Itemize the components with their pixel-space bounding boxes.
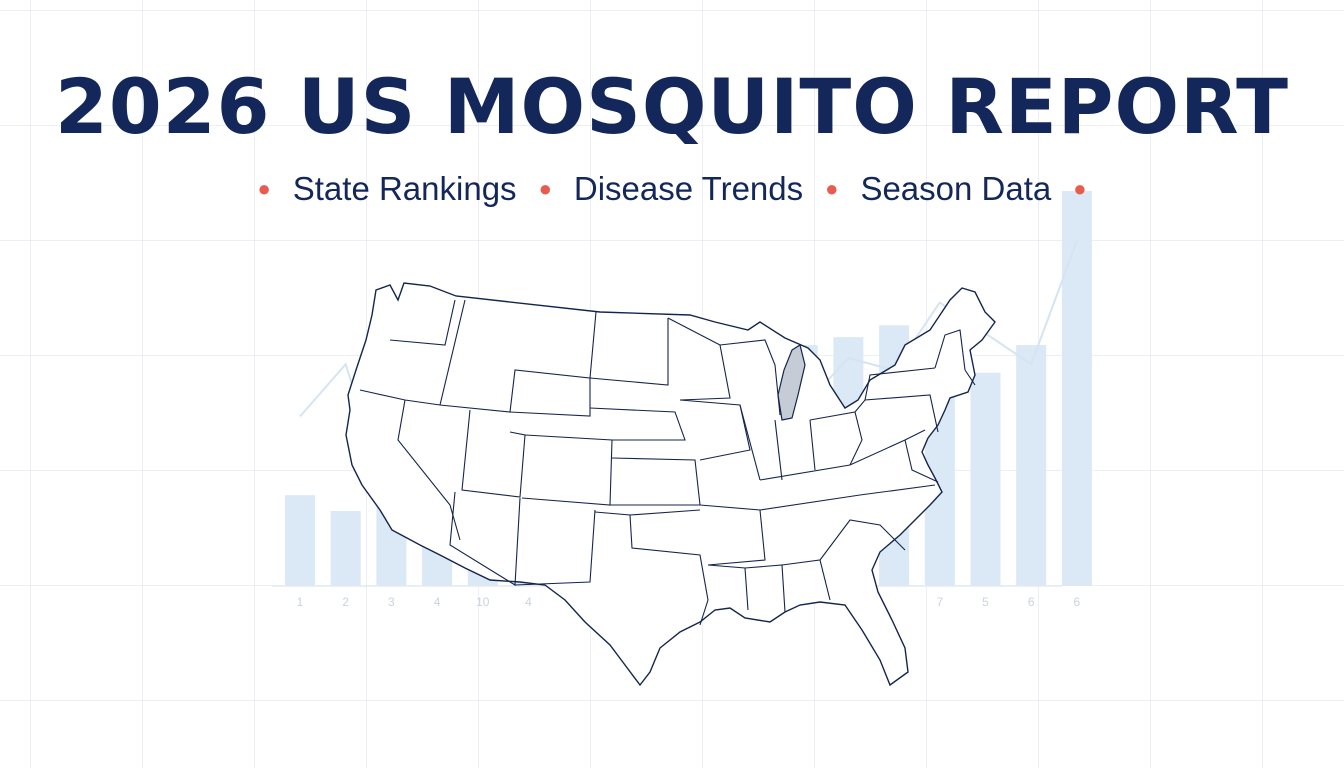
bullet-dot: ●: [538, 176, 552, 201]
background-tick-label: 4: [525, 595, 532, 609]
background-bar: [1061, 191, 1092, 586]
background-tick-label: 6: [1028, 595, 1035, 609]
us-outline: [345, 282, 996, 687]
bullet-dot: ●: [257, 176, 271, 201]
background-tick-label: 4: [434, 595, 441, 609]
topic-state-rankings: State Rankings: [292, 170, 517, 207]
subtitle-topics: ● State Rankings ● Disease Trends ● Seas…: [0, 170, 1344, 208]
background-bar: [285, 495, 315, 586]
background-bar: [330, 510, 361, 586]
background-tick-label: 6: [1074, 595, 1081, 609]
background-tick-label: 7: [936, 595, 943, 609]
background-tick-label: 1: [297, 595, 304, 609]
bullet-dot: ●: [1073, 176, 1087, 201]
background-tick-label: 5: [982, 595, 989, 609]
page-title: 2026 US MOSQUITO REPORT: [54, 62, 1290, 151]
background-bar: [970, 372, 1001, 586]
state-borders: [359, 299, 976, 626]
lake-michigan: [777, 344, 806, 421]
background-tick-label: 3: [388, 595, 395, 609]
background-bar: [1016, 345, 1047, 586]
background-tick-label: 2: [342, 595, 349, 609]
bullet-dot: ●: [825, 176, 839, 201]
topic-disease-trends: Disease Trends: [573, 170, 804, 207]
background-tick-label: 10: [476, 595, 490, 609]
topic-season-data: Season Data: [860, 170, 1052, 207]
